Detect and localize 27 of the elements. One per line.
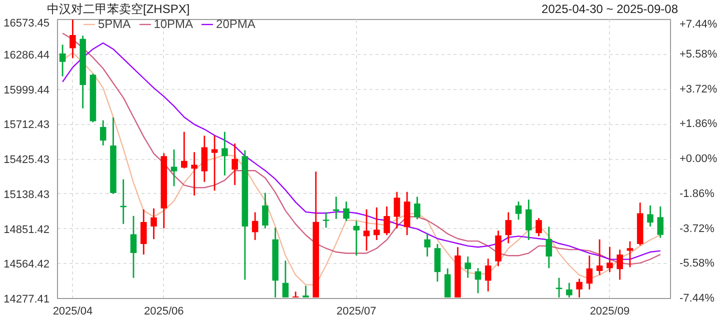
y2-tick-label: +3.72%: [680, 83, 718, 96]
x-tick-label: 2025/04: [52, 306, 93, 318]
y-tick-label: 15712.43: [4, 119, 50, 132]
legend-label: 5PMA: [98, 18, 131, 31]
y-tick-label: 15138.43: [4, 188, 50, 201]
y-tick-label: 14851.42: [4, 224, 50, 236]
legend-label: 20PMA: [216, 18, 256, 31]
y-tick-label: 14277.41: [4, 294, 50, 306]
y2-tick-label: -5.58%: [680, 258, 715, 270]
y2-tick-label: +7.44%: [680, 18, 718, 30]
y-tick-label: 14564.42: [4, 258, 50, 271]
y-tick-label: 16573.45: [4, 18, 50, 30]
y2-tick-label: +0.00%: [680, 153, 718, 165]
legend-label: 10PMA: [154, 18, 194, 31]
y2-tick-label: -7.44%: [680, 292, 715, 304]
y2-tick-label: -3.72%: [680, 222, 715, 235]
x-tick-label: 2025/09: [590, 306, 630, 318]
x-tick-label: 2025/07: [336, 306, 376, 318]
y-tick-label: 15425.43: [4, 154, 50, 166]
y2-tick-label: +1.86%: [680, 118, 718, 130]
y-tick-label: 15999.44: [4, 84, 50, 96]
chart-subtitle: 2025-04-30 ~ 2025-09-08: [542, 1, 678, 18]
y2-tick-label: +5.58%: [680, 48, 718, 60]
y-tick-label: 16286.44: [4, 49, 50, 62]
x-tick-label: 2025/06: [144, 306, 184, 318]
y2-tick-label: -1.86%: [680, 188, 715, 200]
chart-title: 中汉对二甲苯卖空[ZHSPX]: [47, 1, 190, 18]
